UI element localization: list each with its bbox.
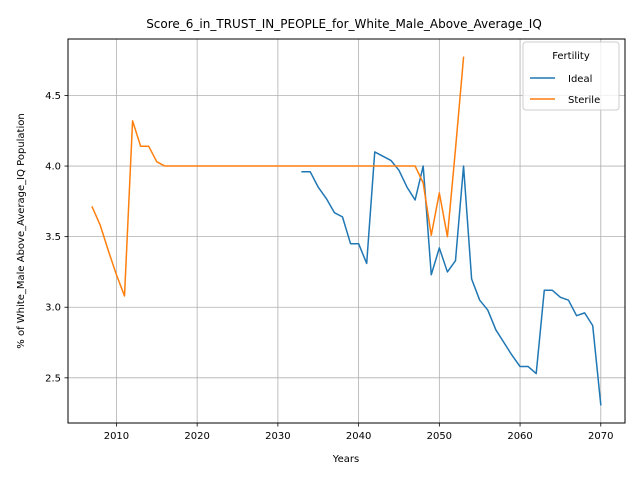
y-axis-label: % of White_Male Above_Average_IQ Populat… xyxy=(16,113,27,348)
series-line-sterile xyxy=(91,56,465,297)
x-tick-label: 2060 xyxy=(507,431,532,442)
legend-label-sterile: Sterile xyxy=(568,95,600,106)
y-tick-label: 3.0 xyxy=(45,303,61,314)
x-tick-label: 2020 xyxy=(184,431,209,442)
x-tick-label: 2070 xyxy=(588,431,613,442)
series-line-ideal xyxy=(301,151,602,406)
y-tick-label: 4.0 xyxy=(45,162,61,173)
series-layer xyxy=(91,56,602,406)
y-axis: 2.5 3.0 3.5 4.0 4.5 xyxy=(45,91,68,384)
legend-title: Fertility xyxy=(552,51,590,62)
legend: Fertility Ideal Sterile xyxy=(522,41,620,111)
x-axis-label: Years xyxy=(332,454,359,465)
plot-area-frame xyxy=(67,38,626,424)
x-tick-label: 2030 xyxy=(265,431,290,442)
x-tick-label: 2050 xyxy=(427,431,452,442)
y-tick-label: 3.5 xyxy=(45,232,61,243)
legend-box xyxy=(522,41,620,111)
y-tick-label: 2.5 xyxy=(45,373,61,384)
x-tick-label: 2040 xyxy=(346,431,371,442)
y-tick-label: 4.5 xyxy=(45,91,61,102)
chart-title: Score_6_in_TRUST_IN_PEOPLE_for_White_Mal… xyxy=(146,17,542,31)
x-axis: 2010 2020 2030 2040 2050 2060 2070 xyxy=(104,423,614,442)
legend-label-ideal: Ideal xyxy=(568,74,592,85)
x-tick-label: 2010 xyxy=(104,431,129,442)
